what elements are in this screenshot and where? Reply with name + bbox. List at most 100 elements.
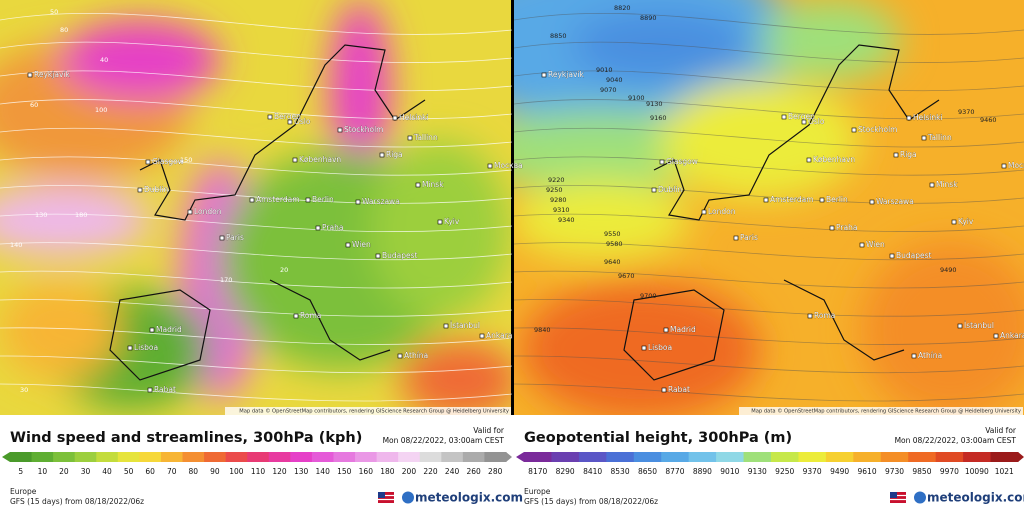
colorbar-segment [771,452,799,462]
colorbar-segment [853,452,882,462]
city-marker [292,157,298,163]
city-marker [27,72,33,78]
scale-label: 120 [272,467,287,476]
colorbar-segment [688,452,717,462]
city-label: İstanbul [450,321,480,330]
scale-label: 30 [81,467,91,476]
city-label: Minsk [422,180,444,189]
city-marker [287,119,293,125]
city-label: Dublin [144,185,168,194]
city-marker [392,115,398,121]
city-marker [415,182,421,188]
colorbar-segment [441,452,464,462]
city-label: Tallinn [413,133,438,142]
scale-label: 140 [316,467,331,476]
scale-label: 220 [423,467,438,476]
scale-label: 9850 [912,467,931,476]
valid-label: Valid for [473,426,505,435]
contour-line [0,355,513,374]
valid-label: Valid for [985,426,1017,435]
city-label: Roma [300,311,321,320]
contour-line [0,299,513,317]
scale-label: 40 [102,467,112,476]
city-label: Wien [866,240,885,249]
city-label: Reykjavík [34,70,70,79]
contour-label: 9370 [958,108,975,116]
city-label: Lisboa [648,343,672,352]
contour-label: 9580 [606,240,623,248]
scale-label: 20 [59,467,69,476]
colorbar-segment [825,452,854,462]
city-marker [147,387,153,393]
city-label: Budapest [896,251,932,260]
city-label: Athína [918,351,942,360]
city-marker [829,225,835,231]
contour-line [0,327,513,345]
colorbar-segment [419,452,442,462]
scale-label: 180 [380,467,395,476]
colorbar-segment [524,452,552,462]
brand: meteologix.com [927,491,1024,505]
contour-line [0,99,513,120]
colorbar-segment [247,452,270,462]
scale-label: 8410 [583,467,602,476]
city-marker [921,135,927,141]
contour-label: 80 [60,26,68,34]
city-label: Wien [352,240,371,249]
city-marker [659,159,665,165]
scale-label: 200 [402,467,417,476]
scale-label: 90 [210,467,220,476]
colorbar-segment [551,452,580,462]
city-label: Madrid [670,325,696,334]
contour-line [513,270,1024,289]
coastline [109,44,426,381]
contour-line [513,299,1024,317]
scale-label: 9130 [748,467,767,476]
contour-line [513,185,1024,204]
colorbar-segment [990,452,1019,462]
contour-label: 9670 [618,272,635,280]
valid-time: Mon 08/22/2022, 03:00am CEST [895,436,1017,445]
colorbar-end [506,452,512,462]
scale-label: 1021 [995,467,1014,476]
model: GFS (15 days) from 08/18/2022/06z [524,497,658,506]
city-marker [911,353,917,359]
city-marker [437,219,443,225]
contour-label: 8850 [550,32,567,40]
height-map [514,0,1024,415]
city-marker [355,199,361,205]
city-marker [127,345,133,351]
city-label: Москва [494,161,523,170]
colorbar-start [2,452,10,462]
contour-label: 20 [280,266,288,274]
city-marker [407,135,413,141]
city-marker [145,159,151,165]
city-label: København [299,155,341,164]
scale-label: 60 [145,467,155,476]
scale-label: 240 [445,467,460,476]
colorbar-segment [462,452,485,462]
contour-label: 170 [220,276,232,284]
city-label: Amsterdam [256,195,300,204]
colorbar-segment [225,452,248,462]
scale-label: 8770 [665,467,684,476]
city-marker [661,387,667,393]
colorbar-segment [376,452,399,462]
contour-line [0,185,513,204]
city-label: Dublin [658,185,682,194]
city-label: Madrid [156,325,182,334]
contour-line [0,13,513,35]
scale-label: 160 [359,467,374,476]
colorbar-segment [935,452,964,462]
contour-line [513,99,1024,120]
city-label: Reykjavík [548,70,584,79]
city-marker [337,127,343,133]
city-marker [701,209,707,215]
city-label: Riga [386,150,403,159]
city-marker [733,235,739,241]
contour-label: 8820 [614,4,631,12]
city-label: Stockholm [344,125,384,134]
city-label: Rabat [668,385,690,394]
contour-label: 9700 [640,292,657,300]
valid-time: Mon 08/22/2022, 03:00am CEST [383,436,505,445]
